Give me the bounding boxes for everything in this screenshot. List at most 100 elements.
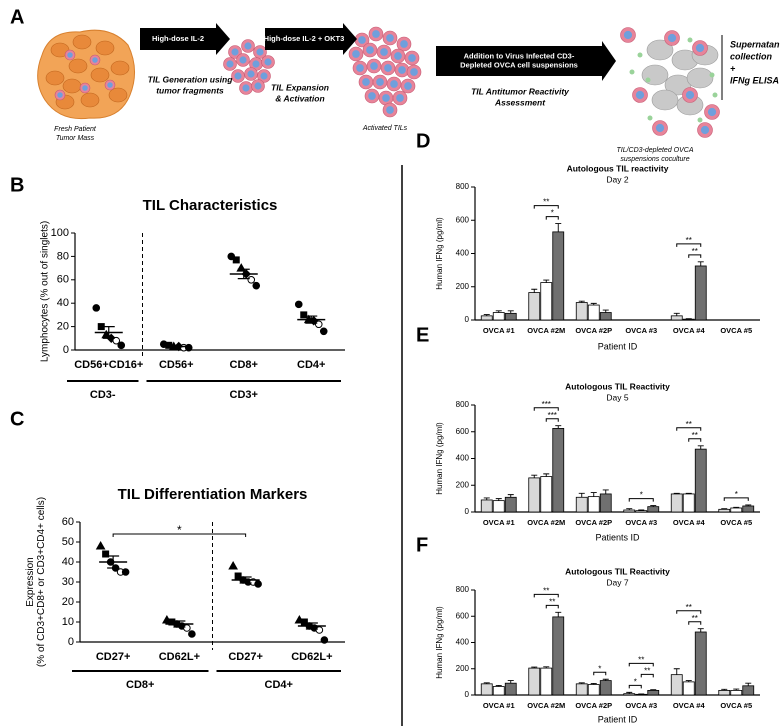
sem-bar [107,555,120,569]
bar [694,265,707,321]
error-bar [673,668,680,675]
error-bar [578,300,585,303]
point [232,256,240,264]
virus-dot [645,77,651,83]
significance-label: ** [686,420,692,429]
bar [599,493,612,513]
y-tick-label: 50 [62,536,74,548]
significance-bracket [628,684,642,689]
bar [670,493,683,513]
coculture-caption: TIL/CD3-depleted OVCA [616,147,693,154]
significance-bracket [545,418,559,422]
til-nucleus [382,94,390,102]
y-tick-label: 60 [57,274,69,286]
significance-label: *** [548,411,557,420]
bar [504,312,517,321]
panel-letter: A [10,6,24,28]
error-bar [543,666,550,669]
chart-subtitle: Day 5 [606,392,628,402]
til-nucleus [396,94,404,102]
bar [718,508,731,513]
readout-text: Supernatant [730,39,780,49]
til-nucleus [386,34,394,42]
error-bar [531,288,538,293]
x-tick-label: OVCA #3 [625,518,657,527]
ovca-cell [646,39,674,61]
x-tick-label: OVCA #4 [673,701,706,710]
bar [670,315,683,321]
error-bar [685,680,692,682]
til-nucleus [380,48,388,56]
chart-title: Autologous TIL Reactivity [565,381,670,391]
point [112,336,121,345]
point [247,276,256,284]
til-nucleus [239,56,247,64]
til-nucleus [254,82,262,90]
ovca-cell [651,89,679,111]
y-tick-label: 0 [465,507,470,516]
til-nucleus [247,70,255,78]
significance-bracket [593,671,607,676]
bar [552,616,565,696]
error-bar [590,683,597,685]
til-nucleus [366,46,374,54]
readout-text: + [730,63,736,73]
bar [742,685,755,696]
bar [575,302,588,321]
til-nucleus [376,78,384,86]
error-bar [697,628,704,632]
significance-bracket [676,243,702,247]
point [183,624,191,632]
error-bar [543,473,550,477]
tumor-cell [62,78,82,94]
bar [575,683,588,696]
bar [552,428,565,513]
til-nucleus [408,54,416,62]
y-tick-label: 800 [456,585,470,594]
tumor-cell [108,87,128,103]
point [300,311,308,319]
bar [480,315,493,321]
sem-bar [239,576,252,584]
group-label: CD4+ [265,679,293,691]
significance-bracket [676,610,702,614]
x-tick-label: OVCA #2M [527,701,565,710]
x-tick-label: CD56+CD16+ [74,359,143,371]
til-nucleus [398,66,406,74]
y-tick-label: 100 [51,227,69,239]
error-bar [590,492,597,497]
til-nucleus [264,58,272,66]
til-nucleus [368,92,376,100]
bar [635,693,648,696]
x-tick-label: OVCA #1 [483,326,515,335]
til-nucleus [386,106,394,114]
significance-bracket [545,216,559,220]
til-nucleus [252,60,260,68]
error-bar [650,689,657,691]
tumor-cell [95,40,115,56]
y-tick-label: 0 [465,315,470,324]
error-bar [650,505,657,507]
error-bar [590,302,597,306]
til-nucleus [707,107,717,117]
arrow-text: High-dose IL-2 + OKT3 [264,34,345,43]
arrow-text: Depleted OVCA cell suspensions [460,60,578,69]
group-label: CD3- [90,389,116,401]
error-bar [733,506,740,508]
coculture-caption: suspensions coculture [620,156,689,163]
error-bar [507,310,514,314]
significance-bracket [640,673,654,678]
bar [647,690,660,696]
significance-label: ** [692,247,698,256]
bar [742,505,755,513]
til-nucleus [358,36,366,44]
bar [718,690,731,696]
virus-dot [687,37,693,43]
y-tick-label: 200 [456,282,470,291]
group-label: CD3+ [230,389,258,401]
til-nucleus [700,125,710,135]
significance-label: * [634,677,637,686]
point [184,343,193,352]
y-tick-label: 0 [68,636,74,648]
bar [504,682,517,696]
